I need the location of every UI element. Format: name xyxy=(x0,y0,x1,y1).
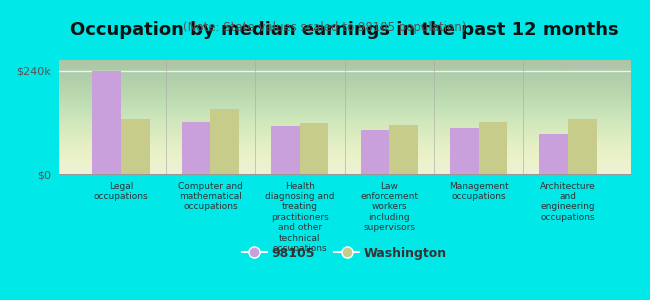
Bar xyxy=(182,122,211,174)
Legend: 98105, Washington: 98105, Washington xyxy=(237,242,452,265)
Text: (Note: State values scaled to 98105 population): (Note: State values scaled to 98105 popu… xyxy=(183,21,467,34)
Bar xyxy=(478,122,507,174)
Bar xyxy=(568,119,597,174)
Bar xyxy=(540,134,568,174)
Bar xyxy=(450,128,478,174)
Text: City-Data.com: City-Data.com xyxy=(555,62,619,71)
Bar xyxy=(389,125,418,174)
Bar xyxy=(121,119,150,174)
Title: Occupation by median earnings in the past 12 months: Occupation by median earnings in the pas… xyxy=(70,21,619,39)
Bar xyxy=(300,123,328,174)
Bar xyxy=(211,110,239,174)
Bar xyxy=(361,130,389,174)
Bar xyxy=(271,126,300,174)
Bar xyxy=(92,71,121,174)
